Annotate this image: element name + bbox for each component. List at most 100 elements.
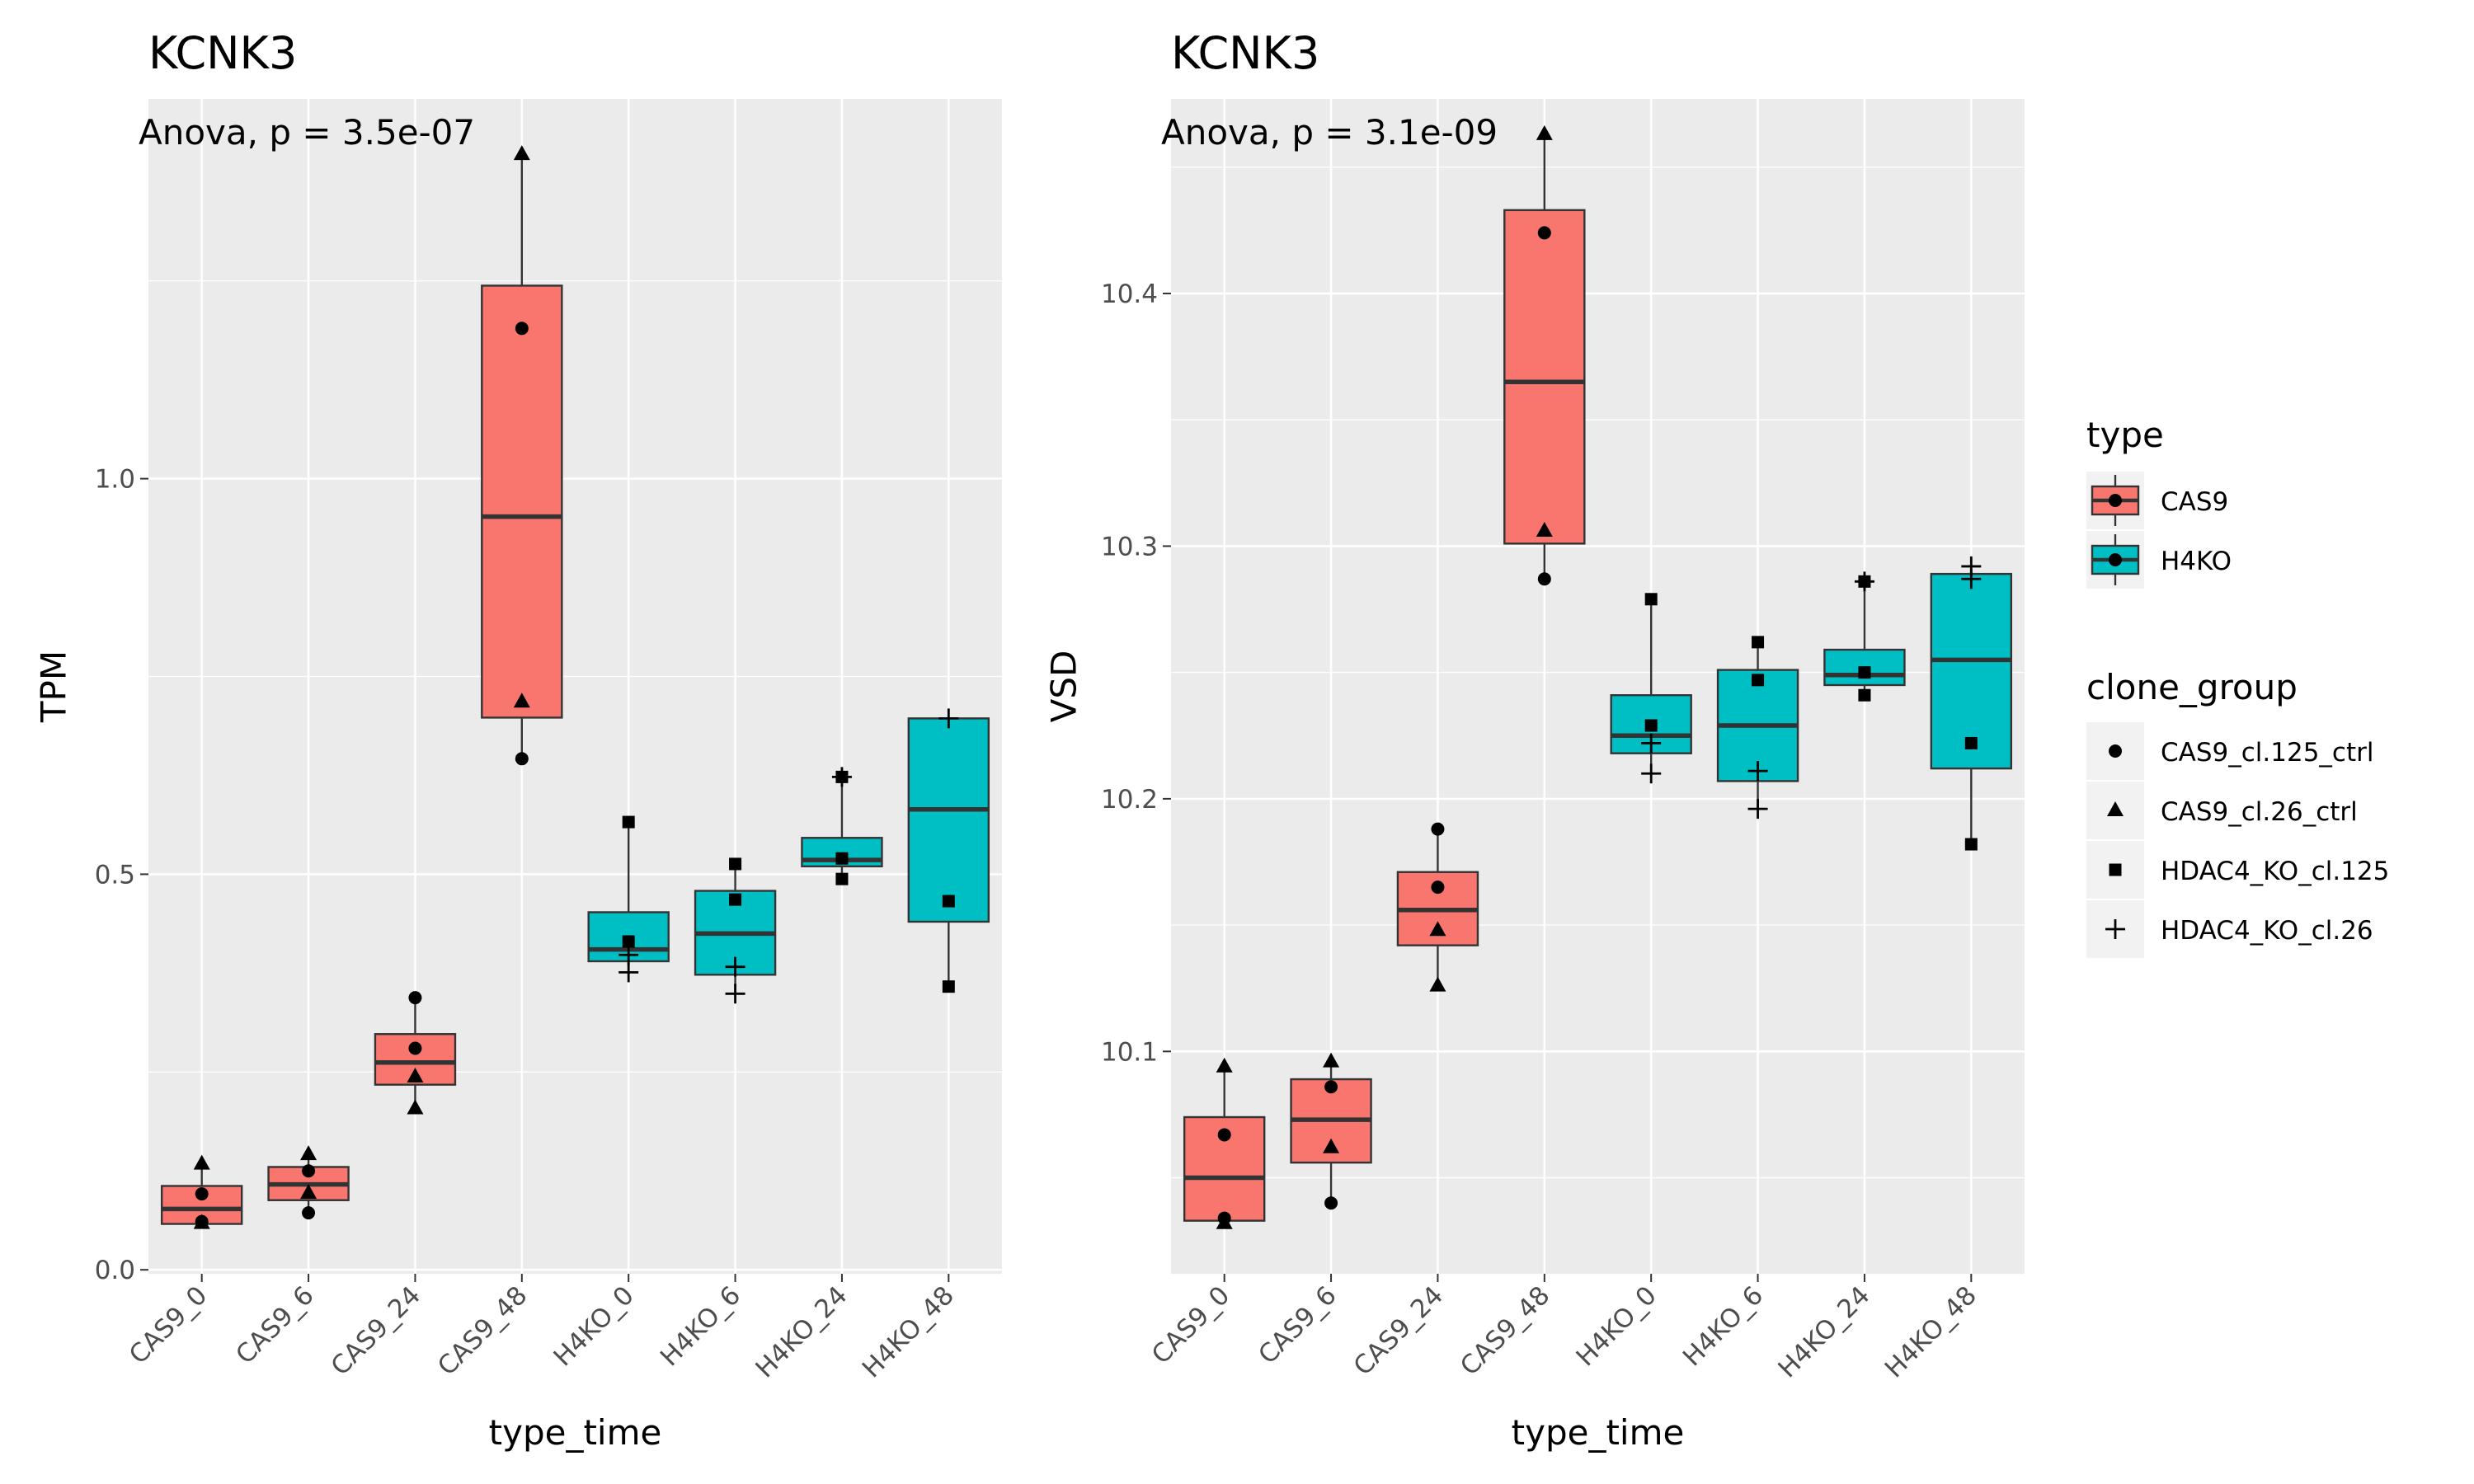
- data-point: [1752, 636, 1765, 649]
- data-point: [407, 1099, 424, 1115]
- y-tick-label: 10.4: [1101, 279, 1158, 309]
- legend-type-label: CAS9: [2161, 487, 2228, 517]
- data-point: [1858, 666, 1871, 679]
- data-point: [408, 1041, 422, 1055]
- legend-clone-shape: [2105, 919, 2125, 939]
- legend: type CAS9 H4KO clone_group CAS9_cl.125_ctrl C…: [2086, 415, 2389, 958]
- data-point: [1854, 571, 1874, 592]
- y-axis-title: VSD: [1044, 650, 1084, 723]
- x-axis-title: type_time: [489, 1412, 662, 1453]
- data-point: [302, 1164, 316, 1178]
- data-point: [300, 1145, 317, 1161]
- data-point: [835, 852, 849, 865]
- data-point: [1431, 881, 1445, 895]
- data-point: [1429, 921, 1446, 937]
- data-point: [622, 935, 635, 948]
- legend-clone-shape: [2109, 863, 2122, 876]
- data-point: [515, 752, 529, 766]
- data-point: [942, 895, 955, 908]
- data-point: [1429, 976, 1446, 992]
- data-point: [1537, 572, 1551, 586]
- legend-key-cas9: [2086, 472, 2144, 529]
- anova-annotation: Anova, p = 3.5e-07: [139, 112, 475, 153]
- data-point: [407, 1068, 424, 1083]
- data-point: [1536, 124, 1553, 140]
- data-point: [729, 857, 742, 871]
- plot-panel: [148, 99, 1002, 1274]
- legend-clone-label: HDAC4_KO_cl.125: [2161, 857, 2389, 886]
- legend-key-point: [2109, 553, 2122, 566]
- y-tick-label: 10.2: [1101, 785, 1158, 815]
- data-point: [1747, 761, 1768, 782]
- legend-key-point: [2109, 494, 2122, 507]
- y-tick-label: 10.1: [1101, 1037, 1158, 1067]
- data-point: [1964, 736, 1978, 749]
- data-point: [725, 984, 745, 1004]
- data-point: [1641, 763, 1662, 784]
- data-point: [1323, 1052, 1340, 1068]
- data-point: [515, 322, 529, 336]
- data-point: [1964, 838, 1978, 851]
- data-point: [1324, 1080, 1338, 1094]
- data-point: [725, 956, 745, 977]
- data-point: [300, 1184, 317, 1200]
- legend-clone-shape: [2109, 744, 2122, 758]
- chart-title: KCNK3: [1171, 27, 1319, 79]
- plot-panel: [1171, 99, 2025, 1274]
- legend-clone-label: CAS9_cl.26_ctrl: [2161, 797, 2358, 827]
- data-point: [513, 693, 530, 708]
- legend-clone-label: CAS9_cl.125_ctrl: [2161, 738, 2374, 768]
- data-point: [1961, 569, 1982, 589]
- legend-key-h4ko: [2086, 531, 2144, 589]
- legend-clone-label: HDAC4_KO_cl.26: [2161, 916, 2373, 946]
- legend-type-title: type: [2086, 415, 2164, 455]
- data-point: [1216, 1057, 1233, 1073]
- box-body: [1503, 209, 1586, 545]
- data-point: [618, 945, 639, 965]
- y-axis-title: TPM: [34, 650, 74, 723]
- y-tick-label: 0.5: [95, 860, 135, 890]
- box-CAS9_48: [1503, 134, 1586, 580]
- data-point: [729, 893, 742, 906]
- legend-type-label: H4KO: [2161, 547, 2232, 576]
- data-point: [1641, 733, 1662, 754]
- chart-title: KCNK3: [148, 27, 297, 79]
- data-point: [195, 1187, 209, 1201]
- data-point: [1216, 1214, 1233, 1229]
- data-point: [1536, 522, 1553, 538]
- data-point: [513, 145, 530, 161]
- legend-clone-shape: [2107, 801, 2124, 816]
- box-CAS9_0: [1183, 1066, 1266, 1222]
- anova-annotation: Anova, p = 3.1e-09: [1161, 112, 1498, 153]
- data-point: [618, 962, 639, 983]
- y-tick-label: 0.0: [95, 1256, 135, 1285]
- data-point: [1644, 593, 1658, 606]
- data-point: [938, 708, 959, 729]
- data-point: [1537, 226, 1551, 240]
- y-tick-label: 10.3: [1101, 532, 1158, 561]
- data-point: [1431, 822, 1445, 836]
- x-axis-title: type_time: [1512, 1412, 1685, 1453]
- data-point: [831, 767, 852, 787]
- data-point: [622, 815, 635, 829]
- data-point: [193, 1154, 210, 1170]
- data-point: [835, 872, 849, 885]
- box-CAS9_48: [481, 154, 563, 759]
- data-point: [1752, 674, 1765, 687]
- data-point: [1858, 688, 1871, 702]
- box-H4KO_48: [907, 717, 990, 987]
- data-point: [193, 1214, 210, 1229]
- data-point: [1324, 1196, 1338, 1210]
- data-point: [1644, 719, 1658, 732]
- y-tick-label: 1.0: [95, 465, 135, 495]
- legend-clone-title: clone_group: [2086, 667, 2298, 707]
- box-body: [907, 717, 990, 923]
- data-point: [1747, 799, 1768, 819]
- box-body: [481, 284, 563, 719]
- data-point: [1323, 1138, 1340, 1153]
- data-point: [408, 991, 422, 1005]
- data-point: [942, 980, 955, 993]
